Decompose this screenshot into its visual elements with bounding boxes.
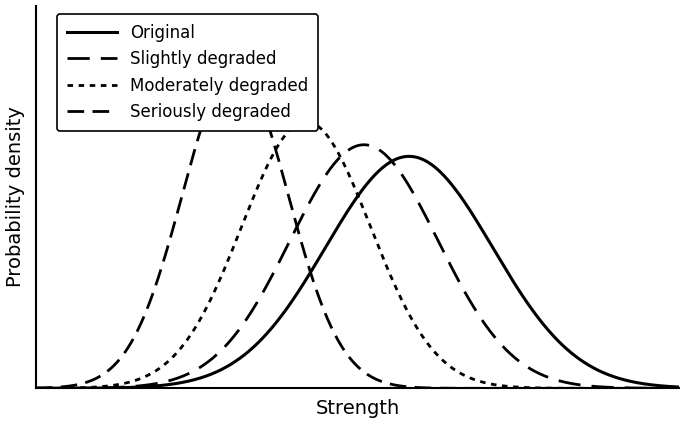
Y-axis label: Probability density: Probability density [5,106,25,287]
Legend: Original, Slightly degraded, Moderately degraded, Seriously degraded: Original, Slightly degraded, Moderately … [57,14,319,131]
X-axis label: Strength: Strength [315,399,399,418]
